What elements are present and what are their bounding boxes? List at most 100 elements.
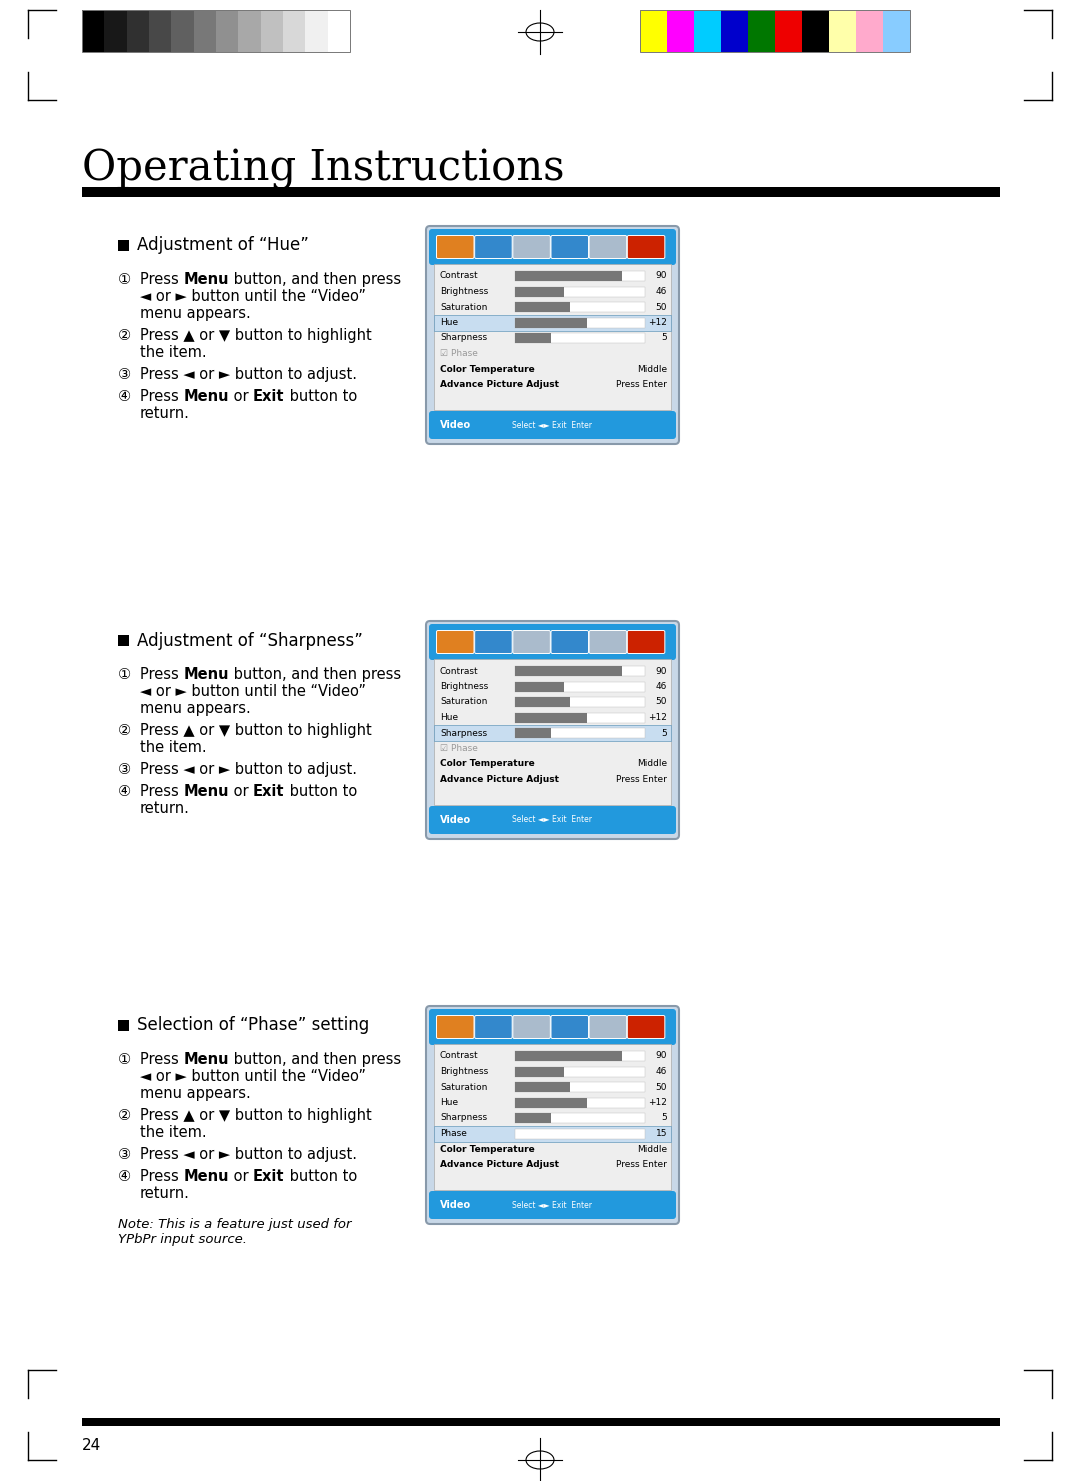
- Text: Advance Picture Adjust: Advance Picture Adjust: [440, 381, 559, 390]
- Text: Color Temperature: Color Temperature: [440, 1145, 535, 1154]
- Text: ④: ④: [118, 1169, 131, 1183]
- Bar: [515, 1097, 645, 1108]
- FancyBboxPatch shape: [429, 1009, 676, 1046]
- Text: Hue: Hue: [440, 712, 458, 723]
- Text: Press: Press: [140, 1052, 184, 1066]
- Text: Menu: Menu: [184, 1052, 229, 1066]
- Bar: [694, 10, 721, 52]
- Text: Video: Video: [440, 815, 471, 825]
- Text: 5: 5: [661, 1114, 667, 1123]
- Text: Color Temperature: Color Temperature: [440, 760, 535, 769]
- Text: Press Enter: Press Enter: [616, 381, 667, 390]
- Text: ③: ③: [118, 367, 131, 382]
- Text: button, and then press: button, and then press: [229, 1052, 401, 1066]
- Text: ◄ or ► button until the “Video”: ◄ or ► button until the “Video”: [140, 289, 366, 304]
- Text: Press: Press: [140, 390, 184, 404]
- Bar: [105, 10, 127, 52]
- Text: ①: ①: [118, 1052, 131, 1066]
- Text: Middle: Middle: [637, 364, 667, 373]
- Bar: [327, 10, 351, 52]
- Text: Selection of “Phase” setting: Selection of “Phase” setting: [137, 1016, 369, 1035]
- Bar: [82, 187, 1000, 197]
- FancyBboxPatch shape: [429, 412, 676, 438]
- Text: Middle: Middle: [637, 1145, 667, 1154]
- FancyBboxPatch shape: [426, 621, 679, 840]
- Bar: [515, 271, 645, 281]
- Bar: [283, 10, 306, 52]
- FancyBboxPatch shape: [426, 227, 679, 444]
- Text: Sharpness: Sharpness: [440, 729, 487, 738]
- Text: Saturation: Saturation: [440, 302, 487, 311]
- Text: Select ◄► Exit  Enter: Select ◄► Exit Enter: [513, 421, 593, 429]
- Bar: [306, 10, 328, 52]
- FancyBboxPatch shape: [627, 1016, 665, 1038]
- Bar: [515, 712, 586, 723]
- Text: Press: Press: [140, 666, 184, 681]
- Bar: [239, 10, 261, 52]
- Bar: [515, 1066, 645, 1077]
- Text: ③: ③: [118, 763, 131, 778]
- FancyBboxPatch shape: [590, 1016, 626, 1038]
- Text: or: or: [229, 390, 253, 404]
- Text: 46: 46: [656, 1066, 667, 1077]
- Bar: [82, 10, 350, 52]
- Bar: [775, 10, 802, 52]
- Text: Press: Press: [140, 1169, 184, 1183]
- Text: 90: 90: [656, 271, 667, 280]
- Text: button to: button to: [285, 390, 356, 404]
- Bar: [82, 10, 105, 52]
- Bar: [118, 240, 129, 250]
- Text: Operating Instructions: Operating Instructions: [82, 148, 565, 190]
- Bar: [515, 729, 552, 738]
- Bar: [515, 698, 645, 706]
- FancyBboxPatch shape: [429, 624, 676, 661]
- Text: Advance Picture Adjust: Advance Picture Adjust: [440, 775, 559, 783]
- FancyBboxPatch shape: [436, 1016, 474, 1038]
- Bar: [856, 10, 883, 52]
- Bar: [434, 314, 671, 330]
- Text: 24: 24: [82, 1438, 102, 1453]
- Bar: [515, 712, 645, 723]
- Text: return.: return.: [140, 1186, 190, 1201]
- Text: button to: button to: [285, 783, 356, 800]
- FancyBboxPatch shape: [429, 230, 676, 265]
- Bar: [172, 10, 194, 52]
- Bar: [515, 271, 622, 281]
- Text: Select ◄► Exit  Enter: Select ◄► Exit Enter: [513, 816, 593, 825]
- Bar: [515, 286, 565, 296]
- FancyBboxPatch shape: [475, 235, 512, 259]
- Bar: [515, 1052, 645, 1060]
- Bar: [118, 635, 129, 646]
- Text: ④: ④: [118, 783, 131, 800]
- Bar: [434, 264, 671, 410]
- Text: Brightness: Brightness: [440, 287, 488, 296]
- FancyBboxPatch shape: [590, 235, 626, 259]
- FancyBboxPatch shape: [551, 1016, 589, 1038]
- Text: +12: +12: [648, 1097, 667, 1106]
- Text: Press: Press: [140, 273, 184, 287]
- Text: the item.: the item.: [140, 740, 206, 755]
- Text: Menu: Menu: [184, 273, 229, 287]
- Text: ◄ or ► button until the “Video”: ◄ or ► button until the “Video”: [140, 1069, 366, 1084]
- Text: Saturation: Saturation: [440, 1083, 487, 1091]
- Bar: [515, 317, 586, 327]
- Text: 90: 90: [656, 1052, 667, 1060]
- FancyBboxPatch shape: [627, 631, 665, 653]
- Bar: [515, 681, 645, 692]
- Text: Select ◄► Exit  Enter: Select ◄► Exit Enter: [513, 1201, 593, 1210]
- Text: 46: 46: [656, 287, 667, 296]
- FancyBboxPatch shape: [475, 1016, 512, 1038]
- Bar: [515, 1052, 622, 1060]
- Text: Adjustment of “Sharpness”: Adjustment of “Sharpness”: [137, 631, 363, 650]
- Text: the item.: the item.: [140, 1126, 206, 1140]
- Bar: [515, 317, 645, 327]
- Bar: [515, 1066, 565, 1077]
- Bar: [802, 10, 829, 52]
- FancyBboxPatch shape: [426, 1006, 679, 1223]
- Bar: [667, 10, 694, 52]
- FancyBboxPatch shape: [429, 1191, 676, 1219]
- Text: Exit: Exit: [253, 783, 285, 800]
- Text: ①: ①: [118, 666, 131, 681]
- Bar: [883, 10, 910, 52]
- FancyBboxPatch shape: [436, 235, 474, 259]
